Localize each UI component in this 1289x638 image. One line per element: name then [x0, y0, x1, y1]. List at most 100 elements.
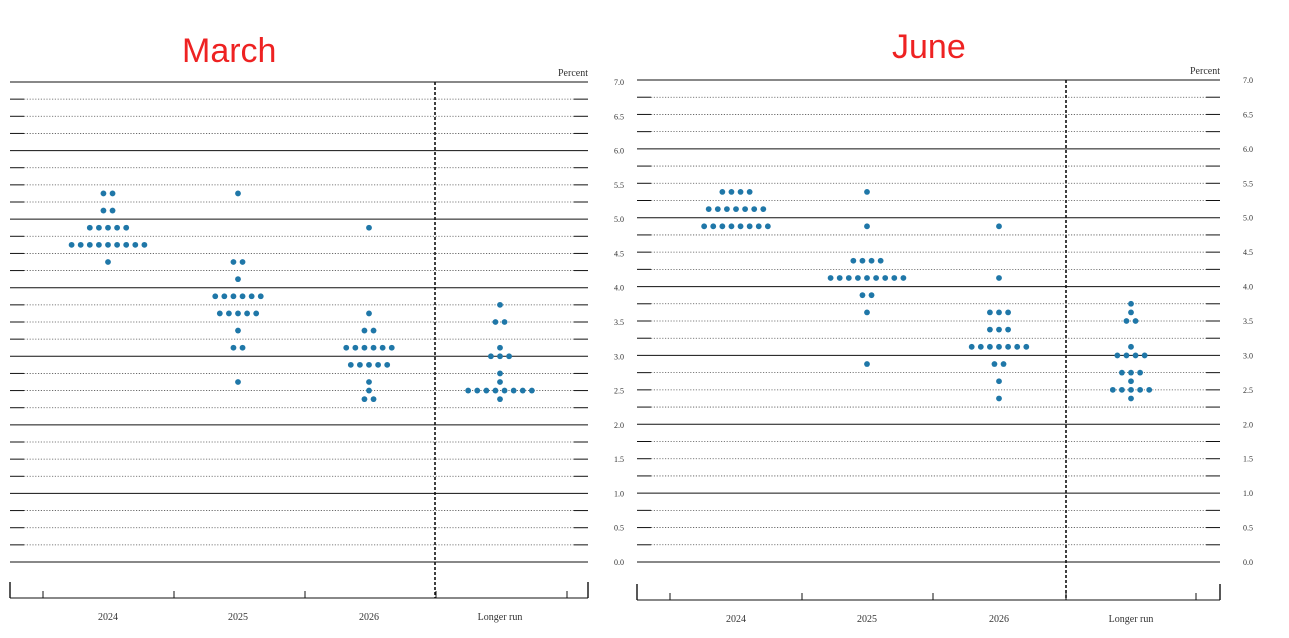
participant-dot: [1119, 369, 1125, 376]
participant-dot: [1137, 369, 1143, 376]
participant-dot: [235, 310, 241, 317]
participant-dot: [235, 276, 241, 283]
participant-dot: [996, 378, 1002, 385]
participant-dot: [859, 257, 866, 264]
participant-dot: [216, 310, 223, 317]
participant-dot: [257, 293, 264, 300]
y-tick-label: 0.0: [1243, 558, 1253, 567]
y-tick-label: 2.0: [614, 421, 624, 430]
participant-dot: [1000, 361, 1007, 367]
participant-dot: [751, 206, 758, 213]
participant-dot: [230, 259, 237, 265]
participant-dot: [123, 241, 130, 248]
y-tick-label: 0.0: [614, 558, 624, 567]
participant-dot: [235, 190, 241, 197]
participant-dot: [253, 310, 260, 317]
participant-dot: [746, 188, 753, 195]
participant-dot: [235, 327, 241, 334]
participant-dot: [868, 257, 875, 264]
participant-dot: [1005, 343, 1011, 350]
participant-dot: [384, 361, 391, 368]
participant-dot: [1109, 386, 1116, 393]
y-tick-label: 4.0: [614, 284, 624, 293]
participant-dot: [109, 190, 116, 197]
participant-dot: [987, 326, 993, 333]
participant-dot: [1005, 309, 1011, 316]
participant-dot: [248, 293, 255, 300]
participant-dot: [221, 293, 228, 300]
y-tick-label: 0.5: [614, 524, 624, 533]
participant-dot: [1128, 378, 1134, 385]
participant-dot: [1114, 352, 1121, 359]
participant-dot: [719, 223, 726, 230]
participant-dot: [492, 387, 499, 394]
participant-dot: [719, 188, 726, 195]
participant-dot: [109, 207, 116, 214]
x-category-label: 2026: [989, 614, 1009, 625]
participant-dot: [1123, 352, 1130, 359]
participant-dot: [86, 224, 93, 231]
participant-dot: [1128, 386, 1134, 393]
participant-dot: [1132, 352, 1139, 359]
x-category-label: Longer run: [1109, 614, 1154, 625]
y-tick-label: 5.5: [1243, 179, 1253, 188]
participant-dot: [987, 343, 993, 350]
participant-dot: [510, 387, 517, 394]
participant-dot: [123, 224, 130, 231]
panel-title-march: March: [182, 32, 277, 70]
participant-dot: [864, 223, 870, 230]
participant-dot: [375, 361, 381, 368]
y-tick-label: 6.0: [1243, 145, 1253, 154]
participant-dot: [474, 387, 481, 394]
panel-june: 0.0 0.5 1.0 1.5 2.0 2.5 3.0 3.5 4.0 4.5 5.0 5.5 6.0 6…: [636, 66, 1253, 625]
participant-dot: [528, 387, 535, 394]
participant-dot: [114, 241, 120, 248]
participant-dot: [366, 379, 372, 385]
participant-dot: [1146, 386, 1153, 393]
participant-dot: [1128, 309, 1134, 316]
participant-dot: [1137, 386, 1143, 393]
y-tick-label: 1.5: [614, 455, 624, 464]
participant-dot: [244, 310, 251, 317]
participant-dot: [483, 387, 490, 394]
participant-dot: [366, 224, 372, 231]
unit-label: Percent: [558, 68, 588, 79]
y-tick-label: 3.0: [1243, 351, 1253, 360]
participant-dot: [100, 190, 107, 197]
participant-dot: [501, 319, 508, 325]
y-tick-label: 5.0: [1243, 214, 1253, 223]
participant-dot: [497, 353, 503, 360]
participant-dot: [497, 370, 503, 377]
participant-dot: [361, 396, 368, 403]
participant-dot: [845, 275, 852, 281]
participant-dot: [705, 206, 712, 213]
participant-dot: [388, 344, 395, 351]
participant-dot: [710, 223, 717, 230]
y-tick-label: 2.0: [1243, 420, 1253, 429]
participant-dot: [850, 257, 857, 264]
participant-dot: [366, 361, 372, 368]
participant-dot: [1128, 395, 1134, 402]
participant-dot: [873, 275, 879, 281]
participant-dot: [733, 206, 739, 213]
participant-dot: [1123, 318, 1130, 324]
participant-dot: [370, 327, 377, 334]
participant-dot: [226, 310, 232, 317]
y-tick-label: 1.0: [614, 489, 624, 498]
participant-dot: [506, 353, 512, 360]
participant-dot: [1014, 343, 1021, 350]
participant-dot: [132, 241, 139, 248]
y-tick-label: 3.0: [614, 352, 624, 361]
participant-dot: [714, 206, 721, 213]
participant-dot: [465, 387, 472, 394]
participant-dot: [868, 292, 875, 299]
participant-dot: [996, 275, 1002, 281]
participant-dot: [239, 344, 246, 351]
participant-dot: [361, 327, 368, 334]
participant-dot: [141, 241, 148, 248]
x-category-label: 2026: [359, 612, 379, 623]
participant-dot: [859, 292, 866, 299]
participant-dot: [239, 293, 246, 300]
participant-dot: [827, 275, 834, 281]
